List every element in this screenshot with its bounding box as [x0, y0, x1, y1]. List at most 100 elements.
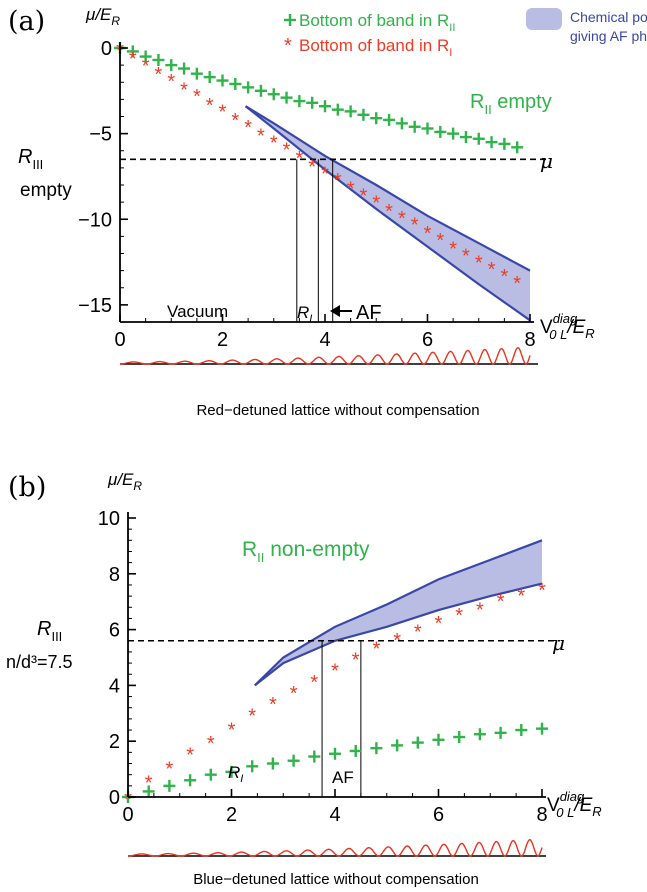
- red-star-point: *: [411, 215, 419, 237]
- red-star-point: *: [206, 95, 214, 117]
- y-tick-label: 8: [109, 564, 120, 586]
- red-star-point: *: [455, 605, 463, 627]
- red-star-point: *: [476, 599, 484, 621]
- panel-a-ri-label: RI: [297, 303, 312, 325]
- red-star-point: *: [207, 733, 215, 755]
- red-star-point: *: [228, 719, 236, 741]
- red-star-point: *: [166, 758, 174, 780]
- legend: Bottom of band in RII * Bottom of band i…: [284, 8, 647, 59]
- red-star-point: *: [500, 266, 508, 288]
- red-star-point: *: [145, 772, 153, 794]
- green-plus-point: [511, 141, 524, 154]
- red-star-point: *: [257, 126, 265, 148]
- panel-b-r2-nonempty: RII non-empty: [242, 538, 370, 565]
- x-tick-label: 6: [422, 329, 433, 351]
- red-star-point: *: [488, 259, 496, 281]
- red-star-point: *: [352, 650, 360, 672]
- green-plus-point: [280, 91, 293, 104]
- red-star-point: *: [295, 148, 303, 170]
- green-plus-point: [408, 120, 421, 133]
- red-star-point: *: [283, 139, 291, 161]
- panel-b-r3-label: RIII: [37, 618, 62, 644]
- af-band-lower-edge: [244, 105, 531, 322]
- af-band-upper-edge: [254, 539, 543, 687]
- green-plus-point: [165, 59, 178, 72]
- green-plus-point: [293, 95, 306, 108]
- red-star-point: *: [248, 705, 256, 727]
- panel-b-ylabel: μ/ER: [107, 470, 142, 493]
- x-tick-label: 2: [226, 804, 237, 826]
- red-star-point: *: [513, 273, 521, 295]
- panel-b-af-band: [254, 539, 543, 687]
- green-plus-point: [370, 112, 383, 125]
- panel-b-density-label: n/d³=7.5: [6, 652, 73, 672]
- red-star-point: *: [347, 179, 355, 201]
- panel-b-mu-label: μ: [552, 631, 565, 655]
- green-plus-point: [308, 750, 321, 763]
- panel-b-label: (b): [8, 472, 46, 503]
- y-tick-label: 0: [101, 38, 112, 60]
- green-plus-point: [184, 774, 197, 787]
- red-star-point: *: [124, 789, 132, 811]
- x-tick-label: 8: [524, 329, 535, 351]
- red-star-point: *: [219, 102, 227, 124]
- x-tick-label: 6: [433, 804, 444, 826]
- green-plus-point: [447, 127, 460, 140]
- legend-red-label: Bottom of band in RI: [299, 36, 452, 59]
- red-star-point: *: [334, 170, 342, 192]
- panel-b-phase-boundaries: [321, 640, 362, 797]
- y-tick-label: 6: [109, 620, 120, 642]
- panel-a-ylabel: μ/ER: [85, 5, 120, 28]
- panel-a-r3-empty: empty: [20, 180, 72, 201]
- panel-b-caption: Blue−detuned lattice without compensatio…: [193, 871, 479, 888]
- green-plus-point: [434, 125, 447, 138]
- green-plus-point: [190, 67, 203, 80]
- af-band-lower-edge: [254, 582, 543, 687]
- red-star-point: *: [290, 683, 298, 705]
- panel-a-lattice-wave: [120, 346, 531, 365]
- panel-b-series-red: * * * * * * * * * * * * * * * * * * * * *: [124, 580, 546, 811]
- panel-b-series-green: [122, 722, 548, 803]
- green-plus-point: [139, 50, 152, 63]
- red-star-point: *: [462, 246, 470, 268]
- red-star-point: *: [270, 132, 278, 154]
- green-plus-point: [515, 724, 528, 737]
- panel-a-vacuum-label: Vacuum: [167, 302, 228, 321]
- green-plus-point: [349, 744, 362, 757]
- panel-a-xlabel: Vdiag 0 L/ER: [540, 311, 595, 342]
- legend-green-marker: [284, 14, 296, 26]
- red-star-point: *: [424, 223, 432, 245]
- x-tick-label: 0: [122, 804, 133, 826]
- green-plus-point: [411, 736, 424, 749]
- red-star-point: *: [449, 239, 457, 261]
- red-star-point: *: [398, 208, 406, 230]
- green-plus-point: [432, 733, 445, 746]
- red-star-point: *: [186, 744, 194, 766]
- green-plus-point: [204, 768, 217, 781]
- y-tick-label: −15: [78, 295, 112, 317]
- x-tick-label: 8: [536, 804, 547, 826]
- panel-a-series-green: [114, 42, 524, 154]
- red-star-point: *: [269, 694, 277, 716]
- red-star-point: *: [310, 672, 318, 694]
- af-band-upper-edge: [245, 105, 531, 272]
- red-star-point: *: [142, 55, 150, 77]
- red-star-point: *: [360, 186, 368, 208]
- green-plus-point: [331, 103, 344, 116]
- x-tick-label: 4: [329, 804, 340, 826]
- red-star-point: *: [393, 630, 401, 652]
- red-star-point: *: [436, 230, 444, 252]
- x-tick-label: 2: [217, 329, 228, 351]
- panel-a: (a) μ/ER * * * * * * * * * * * * * * * * * * * * * * * * * * * * * * *…: [8, 5, 595, 419]
- green-plus-point: [485, 136, 498, 149]
- red-star-point: *: [435, 613, 443, 635]
- red-star-point: *: [244, 117, 252, 139]
- panel-b-axes: 0 2 4 6 8 10 0 2 4 6 8: [98, 508, 548, 826]
- panel-a-mu-label: μ: [540, 149, 553, 173]
- panel-a-r3-label: RIII: [18, 146, 43, 172]
- red-star-point: *: [538, 580, 546, 602]
- af-band-fill: [245, 106, 530, 321]
- x-tick-label: 4: [319, 329, 330, 351]
- green-plus-point: [391, 739, 404, 752]
- panel-a-af-band: [244, 105, 531, 322]
